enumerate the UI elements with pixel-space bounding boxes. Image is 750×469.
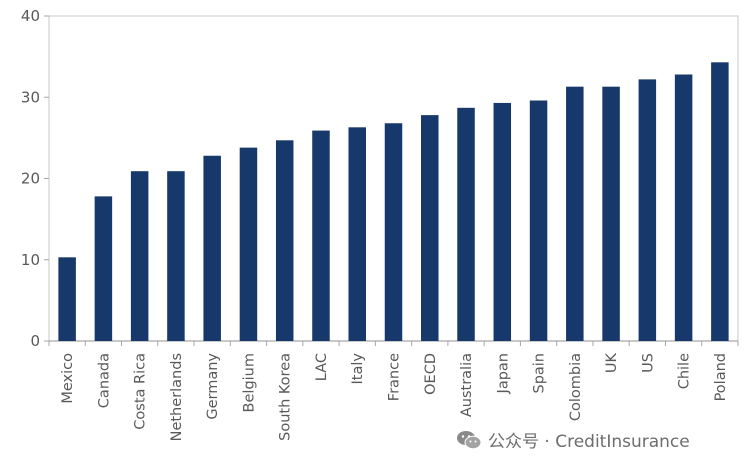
- bar-netherlands: [167, 171, 185, 341]
- watermark-text: 公众号 · CreditInsurance: [488, 432, 690, 452]
- x-category-label: Spain: [532, 353, 548, 394]
- bar-colombia: [566, 86, 584, 341]
- bar-costa-rica: [130, 171, 149, 341]
- y-tick-label: 40: [21, 7, 40, 25]
- bar-uk: [602, 86, 620, 341]
- y-tick-label: 30: [21, 88, 40, 106]
- x-category-label: Colombia: [568, 353, 584, 421]
- x-category-label: UK: [604, 353, 620, 374]
- bar-poland: [711, 62, 729, 341]
- x-category-label: OECD: [423, 353, 439, 395]
- x-category-label: LAC: [314, 353, 330, 381]
- bar-germany: [203, 155, 221, 341]
- y-axis-ticks: 0 10 20 30 40: [21, 7, 49, 350]
- bar-lac: [312, 130, 330, 341]
- y-tick-label: 10: [21, 251, 40, 269]
- y-tick-label: 0: [30, 332, 40, 350]
- chart-bars: [58, 62, 729, 341]
- x-category-label: South Korea: [278, 353, 294, 441]
- bar-us: [638, 79, 657, 341]
- bar-japan: [493, 102, 512, 341]
- bar-oecd: [421, 115, 439, 341]
- x-category-label: Italy: [350, 353, 366, 385]
- bar-south-korea: [275, 140, 294, 341]
- x-category-label: Germany: [205, 353, 221, 420]
- y-tick-label: 20: [21, 170, 40, 188]
- wechat-icon: [457, 430, 482, 449]
- bar-canada: [94, 196, 113, 341]
- bar-australia: [457, 107, 475, 341]
- x-category-label: Belgium: [241, 353, 257, 412]
- bar-chile: [674, 74, 693, 341]
- bar-belgium: [239, 147, 258, 341]
- x-axis-labels: Mexico Canada Costa Rica Netherlands Germany…: [48, 341, 739, 441]
- bar-spain: [529, 100, 548, 341]
- bar-italy: [348, 127, 366, 341]
- bar-mexico: [58, 257, 76, 341]
- x-category-label: Mexico: [60, 353, 76, 404]
- x-category-label: Australia: [459, 353, 475, 417]
- watermark: 公众号 · CreditInsurance: [456, 427, 690, 452]
- x-category-label: Netherlands: [169, 353, 185, 441]
- x-category-label: Chile: [677, 353, 693, 389]
- bar-france: [384, 123, 403, 341]
- x-category-label: France: [387, 353, 403, 401]
- x-category-label: US: [640, 353, 656, 373]
- x-category-label: Poland: [713, 353, 729, 401]
- x-category-label: Costa Rica: [133, 353, 149, 430]
- x-category-label: Japan: [495, 353, 511, 394]
- x-category-label: Canada: [96, 353, 112, 408]
